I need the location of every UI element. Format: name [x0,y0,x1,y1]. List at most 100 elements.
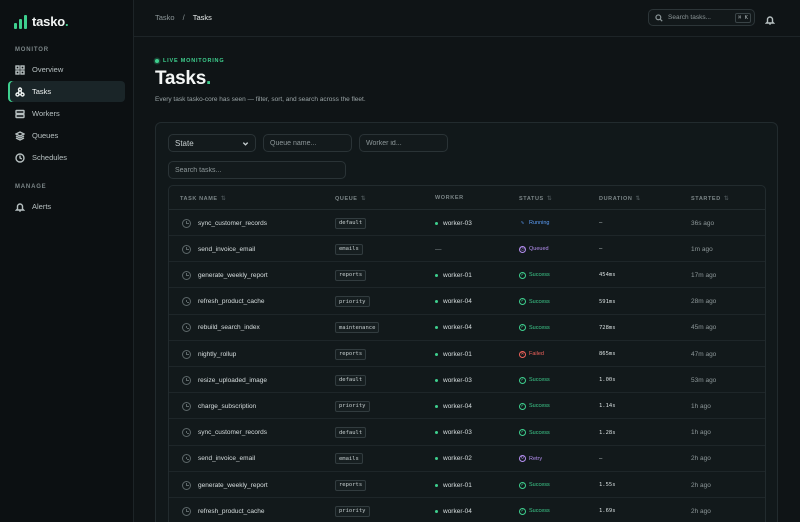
queue-tag[interactable]: emails [335,453,363,465]
sidebar-item-overview[interactable]: Overview [8,59,125,80]
sidebar-item-alerts[interactable]: Alerts [8,196,125,217]
task-name-cell: charge_subscription [182,393,256,419]
status-success-icon: ✓ [519,402,526,410]
task-name[interactable]: nightly_rollup [198,350,237,358]
queue-tag[interactable]: emails [335,243,363,255]
queue-cell: reports [335,341,367,367]
sidebar: tasko. MONITOR Overview Tasks Workers Qu… [0,0,134,522]
task-name-cell: refresh_product_cache [182,289,265,315]
notifications-button[interactable] [764,12,777,25]
queue-tag[interactable]: reports [335,348,367,360]
started-cell: 47m ago [691,341,716,367]
chevron-down-icon [242,141,249,146]
task-name[interactable]: generate_weekly_report [198,271,268,279]
started-cell: 1h ago [691,393,711,419]
topbar: Tasko / Tasks ⌘ K [134,0,800,37]
queue-cell: reports [335,472,367,498]
task-name[interactable]: send_invoice_email [198,455,256,463]
page-title-dot: . [205,68,211,89]
task-name[interactable]: generate_weekly_report [198,481,268,489]
sidebar-item-label: Schedules [32,153,68,162]
queue-filter[interactable] [263,134,352,152]
clock-icon [182,428,191,438]
sidebar-item-queues[interactable]: Queues [8,125,125,146]
task-name[interactable]: sync_customer_records [198,219,267,227]
task-search[interactable] [168,161,346,179]
table-row[interactable]: send_invoice_email emails worker-02 ↻ Retry —… [169,446,765,472]
table-row[interactable]: rebuild_search_index maintenance worker-04… [169,315,765,341]
queue-filter-input[interactable] [270,139,351,147]
sidebar-item-label: Queues [32,131,59,140]
table-row[interactable]: refresh_product_cache priority worker-04 ✓ S… [169,289,765,315]
worker-filter-input[interactable] [366,139,447,147]
status-badge: ◷ Queued [519,245,549,253]
task-name[interactable]: charge_subscription [198,402,257,410]
queue-tag[interactable]: default [335,427,367,439]
page-title: Tasks. [155,68,211,90]
table-row[interactable]: sync_customer_records default worker-03 ∿ Ru… [169,210,765,236]
task-name[interactable]: refresh_product_cache [198,507,265,515]
queue-tag[interactable]: priority [335,505,370,517]
table-row[interactable]: charge_subscription priority worker-04 ✓ Suc… [169,393,765,420]
table-row[interactable]: nightly_rollup reports worker-01 ✕ Failed 865… [169,341,765,367]
queue-tag[interactable]: reports [335,479,367,491]
worker-cell: worker-04 [435,498,472,522]
table-row[interactable]: refresh_product_cache priority worker-04 ✓ S… [169,498,765,522]
table-row[interactable]: sync_customer_records default worker-03 ✓ Su… [169,420,765,446]
queue-tag[interactable]: default [335,217,367,229]
duration-value: 865ms [599,351,616,357]
table-row[interactable]: resize_uploaded_image default worker-03 ✓ Su… [169,367,765,394]
breadcrumb-separator: / [182,13,185,22]
global-search-input[interactable] [668,14,730,21]
duration-value: 1.00s [599,377,616,384]
status-label: Success [529,298,550,305]
status-cell: ✓ Success [519,420,550,446]
task-name[interactable]: resize_uploaded_image [198,376,268,384]
section-monitor: MONITOR [15,47,49,53]
queue-tag[interactable]: priority [335,400,370,412]
queue-tag[interactable]: reports [335,269,367,281]
table-row[interactable]: generate_weekly_report reports worker-01 ✓ S… [169,472,765,498]
status-label: Retry [529,455,543,462]
column-header-duration[interactable]: DURATION ⇅ [599,195,641,203]
task-name[interactable]: rebuild_search_index [198,324,260,332]
column-header-label: WORKER [435,195,464,201]
breadcrumb-root[interactable]: Tasko [155,13,175,22]
worker-online-dot-icon [435,326,438,330]
clock-icon [182,218,191,228]
sidebar-item-schedules[interactable]: Schedules [8,147,125,168]
status-label: Success [529,429,550,436]
worker-cell: worker-04 [435,289,472,315]
state-select[interactable]: State [168,134,256,152]
duration-cell: 865ms [599,341,616,367]
task-name[interactable]: refresh_product_cache [198,298,265,306]
table-row[interactable]: send_invoice_email emails — ◷ Queued — 1m ago [169,236,765,263]
state-select-value: State [175,138,194,148]
duration-value: 591ms [599,298,616,305]
task-search-input[interactable] [175,166,345,174]
sidebar-item-workers[interactable]: Workers [8,103,125,124]
column-header-status[interactable]: STATUS ⇅ [519,195,552,203]
task-name-cell: nightly_rollup [182,341,236,367]
page-subtitle: Every task tasko-core has seen — filter,… [155,96,366,103]
status-label: Success [529,403,550,410]
sidebar-item-tasks[interactable]: Tasks [8,81,125,102]
column-header-started[interactable]: STARTED ⇅ [691,195,729,203]
status-badge: ∿ Running [519,220,549,227]
global-search[interactable]: ⌘ K [648,9,755,26]
queue-cell: default [335,420,367,446]
task-name[interactable]: send_invoice_email [198,245,256,253]
worker-filter[interactable] [359,134,448,152]
column-header-label: STARTED [691,195,721,202]
task-name[interactable]: sync_customer_records [198,429,267,437]
column-header-queue[interactable]: QUEUE ⇅ [335,195,366,203]
brand[interactable]: tasko. [14,14,69,29]
search-icon [655,13,663,22]
started-value: 1h ago [691,402,711,410]
queue-tag[interactable]: maintenance [335,322,380,334]
table-row[interactable]: generate_weekly_report reports worker-01 ✓ S… [169,262,765,289]
started-cell: 53m ago [691,367,716,393]
queue-tag[interactable]: default [335,374,367,386]
queue-tag[interactable]: priority [335,296,370,308]
column-header-task-name[interactable]: TASK NAME ⇅ [180,195,226,203]
